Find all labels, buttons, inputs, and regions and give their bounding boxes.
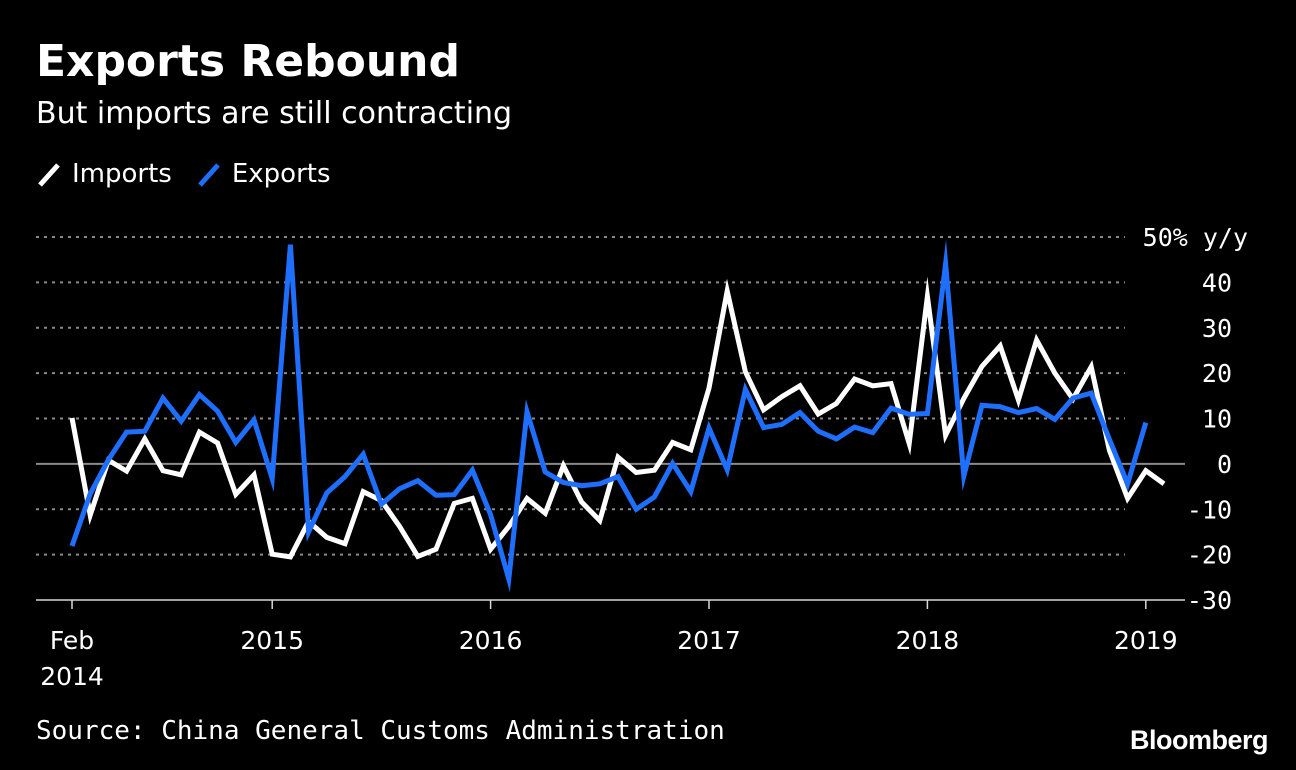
y-tick-label: 10: [1202, 405, 1232, 434]
tick-labels: 50% y/y 40 30 20 10 0 -10 -20 -30 Feb 2014 2015 2016…: [40, 223, 1248, 691]
bloomberg-logo: Bloomberg: [1129, 725, 1269, 755]
y-tick-label: 50% y/y: [1143, 223, 1248, 252]
series-lines: [69, 239, 1166, 593]
series-line-exports: [69, 239, 1149, 593]
x-tick-label: 2017: [677, 626, 741, 655]
legend-item-imports: Imports: [36, 157, 172, 191]
x-tick-label: 2019: [1114, 626, 1178, 655]
legend-swatch-exports: [197, 163, 220, 187]
y-tick-label: -20: [1187, 541, 1232, 570]
legend-swatch-imports: [38, 163, 60, 187]
x-tick-label: Feb: [50, 626, 94, 655]
source-note: Source: China General Customs Administra…: [36, 716, 725, 746]
legend: Imports Exports: [36, 156, 355, 192]
y-tick-label: 30: [1202, 314, 1232, 343]
legend-label-exports: Exports: [231, 159, 331, 189]
legend-label-imports: Imports: [72, 159, 172, 189]
legend-item-exports: Exports: [196, 157, 331, 191]
chart-subtitle: But imports are still contracting: [36, 96, 513, 131]
x-tick-label-year: 2014: [40, 662, 104, 691]
y-tick-label: 20: [1202, 359, 1232, 388]
chart-title: Exports Rebound: [36, 36, 460, 87]
y-tick-label: 40: [1202, 268, 1232, 297]
series-line-imports: [69, 276, 1166, 560]
axes: [36, 599, 1185, 609]
y-tick-label: -30: [1187, 586, 1232, 615]
x-tick-label: 2015: [240, 626, 304, 655]
y-tick-label: 0: [1217, 450, 1232, 479]
grid-lines: [36, 236, 1185, 556]
y-tick-label: -10: [1187, 495, 1232, 524]
x-tick-label: 2016: [459, 626, 523, 655]
x-tick-label: 2018: [896, 626, 960, 655]
